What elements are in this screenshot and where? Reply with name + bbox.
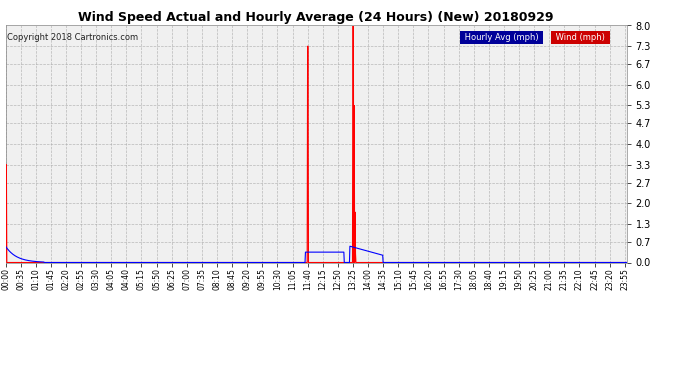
Text: Copyright 2018 Cartronics.com: Copyright 2018 Cartronics.com <box>7 33 138 42</box>
Text: Wind (mph): Wind (mph) <box>553 33 608 42</box>
Title: Wind Speed Actual and Hourly Average (24 Hours) (New) 20180929: Wind Speed Actual and Hourly Average (24… <box>78 11 554 24</box>
Text: Hourly Avg (mph): Hourly Avg (mph) <box>462 33 541 42</box>
